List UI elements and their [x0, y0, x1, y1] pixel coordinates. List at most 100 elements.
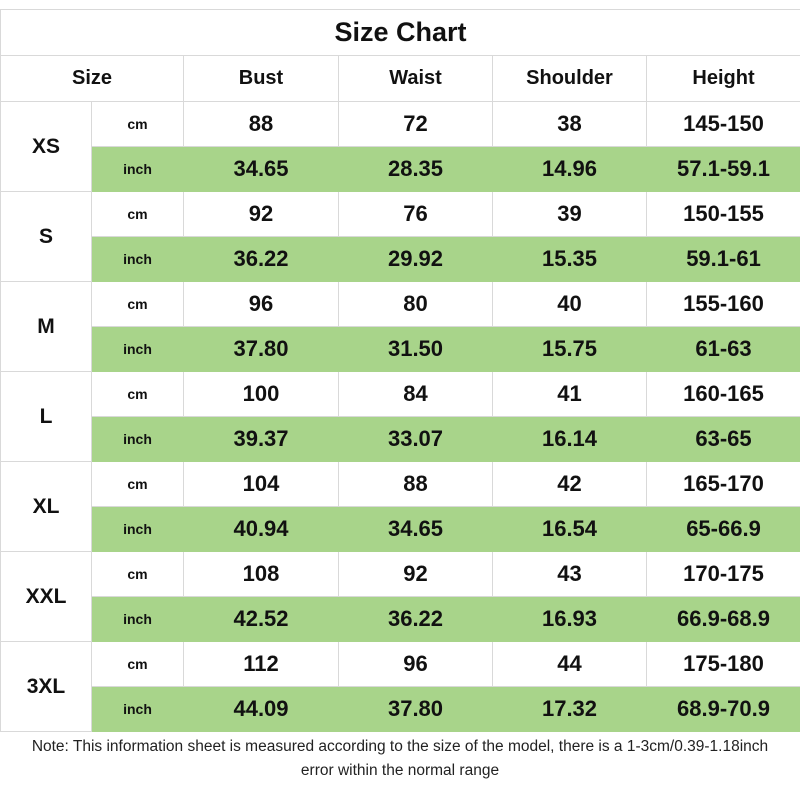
bust-value: 42.52	[183, 596, 339, 642]
size-row-inch: inch 44.09 37.80 17.32 68.9-70.9	[1, 686, 800, 732]
unit-label-cm: cm	[91, 461, 184, 507]
unit-label-cm: cm	[91, 371, 184, 417]
shoulder-value: 43	[492, 551, 647, 597]
height-value: 160-165	[645, 371, 800, 417]
shoulder-value: 41	[492, 371, 647, 417]
waist-value: 37.80	[338, 686, 493, 732]
bust-value: 100	[183, 371, 339, 417]
waist-value: 31.50	[338, 326, 493, 372]
bust-value: 108	[183, 551, 339, 597]
bust-value: 92	[183, 191, 339, 237]
size-row-cm: 3XL cm 112 96 44 175-180	[0, 641, 800, 732]
size-label: L	[0, 371, 92, 462]
size-chart-table: Size Chart Size Bust Waist Shoulder Heig…	[0, 9, 800, 732]
waist-value: 34.65	[338, 506, 493, 552]
height-value: 165-170	[645, 461, 800, 507]
bust-value: 104	[183, 461, 339, 507]
height-value: 170-175	[645, 551, 800, 597]
waist-value: 92	[338, 551, 493, 597]
size-label: M	[0, 281, 92, 372]
shoulder-value: 17.32	[492, 686, 647, 732]
bust-value: 34.65	[183, 146, 339, 192]
height-value: 63-65	[645, 416, 800, 462]
size-row-cm: XL cm 104 88 42 165-170	[0, 461, 800, 552]
header-height: Height	[645, 55, 800, 102]
unit-label-cm: cm	[91, 641, 184, 687]
height-value: 150-155	[645, 191, 800, 237]
header-waist: Waist	[338, 55, 493, 102]
unit-label-cm: cm	[91, 281, 184, 327]
height-value: 65-66.9	[645, 506, 800, 552]
chart-title: Size Chart	[0, 9, 800, 56]
shoulder-value: 40	[492, 281, 647, 327]
bust-value: 36.22	[183, 236, 339, 282]
shoulder-value: 14.96	[492, 146, 647, 192]
size-row-inch: inch 37.80 31.50 15.75 61-63	[1, 326, 800, 372]
shoulder-value: 15.75	[492, 326, 647, 372]
height-value: 145-150	[645, 101, 800, 147]
waist-value: 80	[338, 281, 493, 327]
shoulder-value: 38	[492, 101, 647, 147]
unit-label-inch: inch	[91, 686, 184, 732]
size-label: XXL	[0, 551, 92, 642]
height-value: 59.1-61	[645, 236, 800, 282]
size-row-inch: inch 34.65 28.35 14.96 57.1-59.1	[1, 146, 800, 192]
size-row-inch: inch 42.52 36.22 16.93 66.9-68.9	[1, 596, 800, 642]
height-value: 155-160	[645, 281, 800, 327]
shoulder-value: 39	[492, 191, 647, 237]
waist-value: 76	[338, 191, 493, 237]
height-value: 68.9-70.9	[645, 686, 800, 732]
height-value: 175-180	[645, 641, 800, 687]
header-row: Size Bust Waist Shoulder Height	[0, 55, 800, 102]
unit-label-inch: inch	[91, 416, 184, 462]
size-row-inch: inch 40.94 34.65 16.54 65-66.9	[1, 506, 800, 552]
bust-value: 44.09	[183, 686, 339, 732]
unit-label-inch: inch	[91, 506, 184, 552]
shoulder-value: 44	[492, 641, 647, 687]
height-value: 57.1-59.1	[645, 146, 800, 192]
bust-value: 40.94	[183, 506, 339, 552]
waist-value: 36.22	[338, 596, 493, 642]
height-value: 61-63	[645, 326, 800, 372]
shoulder-value: 42	[492, 461, 647, 507]
shoulder-value: 16.54	[492, 506, 647, 552]
header-bust: Bust	[183, 55, 339, 102]
waist-value: 33.07	[338, 416, 493, 462]
size-label: S	[0, 191, 92, 282]
bust-value: 39.37	[183, 416, 339, 462]
shoulder-value: 16.93	[492, 596, 647, 642]
unit-label-inch: inch	[91, 146, 184, 192]
waist-value: 88	[338, 461, 493, 507]
waist-value: 29.92	[338, 236, 493, 282]
unit-label-cm: cm	[91, 551, 184, 597]
size-row-inch: inch 36.22 29.92 15.35 59.1-61	[1, 236, 800, 282]
waist-value: 72	[338, 101, 493, 147]
size-label: 3XL	[0, 641, 92, 732]
bust-value: 88	[183, 101, 339, 147]
unit-label-inch: inch	[91, 596, 184, 642]
bust-value: 37.80	[183, 326, 339, 372]
measurement-note: Note: This information sheet is measured…	[31, 738, 769, 779]
shoulder-value: 15.35	[492, 236, 647, 282]
size-label: XL	[0, 461, 92, 552]
size-row-cm: XS cm 88 72 38 145-150	[0, 101, 800, 192]
unit-label-cm: cm	[91, 101, 184, 147]
header-shoulder: Shoulder	[492, 55, 647, 102]
bust-value: 96	[183, 281, 339, 327]
size-label: XS	[0, 101, 92, 192]
shoulder-value: 16.14	[492, 416, 647, 462]
size-row-cm: XXL cm 108 92 43 170-175	[0, 551, 800, 642]
bust-value: 112	[183, 641, 339, 687]
title-row: Size Chart	[0, 9, 800, 56]
unit-label-cm: cm	[91, 191, 184, 237]
header-size: Size	[0, 55, 184, 102]
waist-value: 84	[338, 371, 493, 417]
unit-label-inch: inch	[91, 326, 184, 372]
waist-value: 28.35	[338, 146, 493, 192]
size-row-inch: inch 39.37 33.07 16.14 63-65	[1, 416, 800, 462]
height-value: 66.9-68.9	[645, 596, 800, 642]
